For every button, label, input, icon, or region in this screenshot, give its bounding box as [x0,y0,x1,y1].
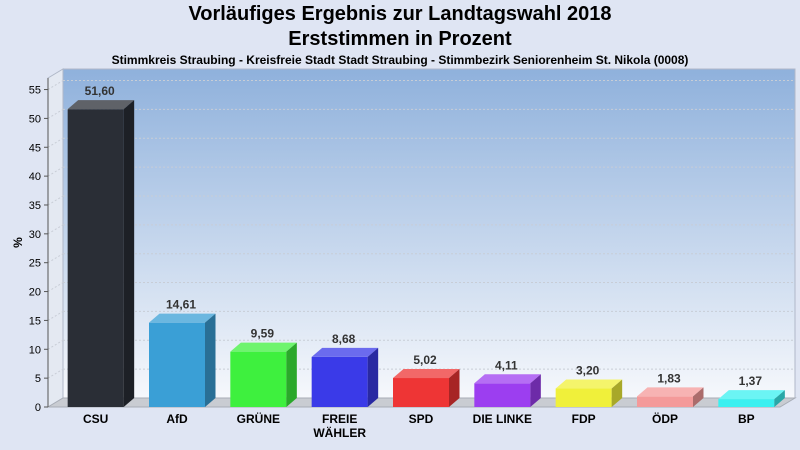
y-tick-label: 45 [29,142,41,154]
bar-top [555,379,623,389]
bar [311,347,379,407]
chart-title: Vorläufiges Ergebnis zur Landtagswahl 20… [188,3,612,25]
bar-top [637,387,704,397]
bar-value-label: 1,37 [739,374,763,388]
grid-line-side [47,368,64,379]
bar-value-label: 4,11 [495,358,518,372]
y-tick-label: 30 [29,229,41,241]
bar-side [367,347,379,407]
bar-side [205,313,216,407]
bar-value-label: 3,20 [576,364,600,378]
y-tick-label: 10 [29,344,41,356]
grid-line-side [47,108,64,119]
bar-front [393,378,449,407]
bar [718,390,785,407]
grid-line-side [47,310,64,321]
grid-line-side [47,253,64,264]
x-tick-label: DIE LINKE [473,412,532,426]
bar-front [67,109,124,407]
y-tick-label: 0 [35,402,41,414]
bar-front [637,396,693,407]
bar-front [149,322,205,407]
x-tick-label: SPD [409,412,434,426]
bar-side [611,379,623,407]
chart-subtitle-district: Stimmkreis Straubing - Kreisfreie Stadt … [111,53,689,67]
bar-value-label: 9,59 [251,327,275,341]
y-tick-label: 40 [29,171,41,183]
x-tick-label: ÖDP [652,411,678,426]
bar-front [718,399,775,407]
bar [555,379,623,407]
y-tick-label: 15 [29,315,41,327]
bar [67,100,135,407]
bar-top [230,342,297,352]
bar-top [718,390,785,400]
bar-front [311,356,368,407]
bar-top [149,313,216,323]
bar-side [123,100,135,407]
plot-left-wall [47,68,64,408]
x-tick-label: FREIE WÄHLER [313,412,366,440]
bar-value-label: 5,02 [413,353,437,367]
bar-value-label: 14,61 [166,298,196,312]
x-tick-label: FDP [572,412,596,426]
chart-subtitle: Erststimmen in Prozent [288,28,512,50]
bar-side [530,374,541,407]
grid-line-side [47,80,64,90]
y-tick-label: 25 [29,258,41,270]
x-tick-label: AfD [166,412,188,426]
bar-front [555,388,612,407]
grid-line-side [47,339,64,350]
y-tick-label: 55 [29,85,41,97]
grid-line-side [47,282,64,292]
bar-top [474,374,541,384]
grid-line-side [47,195,64,206]
bar [149,313,216,407]
bar-front [230,351,287,407]
grid-line-side [47,137,64,148]
bar [230,342,297,407]
bar [393,369,460,407]
bar-top [311,347,379,357]
y-tick-label: 35 [29,200,41,212]
bar-top [67,100,135,110]
x-tick-label: GRÜNE [237,411,280,426]
bar-top [393,369,460,379]
bar-side [774,390,785,407]
x-tick-label: CSU [83,412,108,426]
bar [474,374,541,407]
y-tick-label: 50 [29,113,41,125]
bar-side [449,369,460,407]
bar-front [474,383,531,407]
bar-side [286,342,297,407]
x-axis: CSU AfD GRÜNE FREIE WÄHLER SPD DIE LINKE FDP ÖDP… [83,411,755,440]
bar-value-label: 1,83 [657,371,681,385]
bars: 51,60 14,61 9,59 8,68 5,02 4,11 3,20 1,83 1,37 [67,84,785,407]
y-tick-label: 5 [35,373,41,385]
grid-line-side [47,224,64,235]
y-axis: 0 5 10 15 20 25 30 35 40 45 50 55 [29,78,49,414]
y-axis-label: % [11,237,25,248]
bar-value-label: 51,60 [85,84,115,98]
bar [637,387,704,407]
bar-side [693,387,704,407]
grid-line-side [47,166,64,177]
x-tick-label: BP [738,412,755,426]
y-tick-label: 20 [29,287,41,299]
bar-value-label: 8,68 [332,332,356,346]
